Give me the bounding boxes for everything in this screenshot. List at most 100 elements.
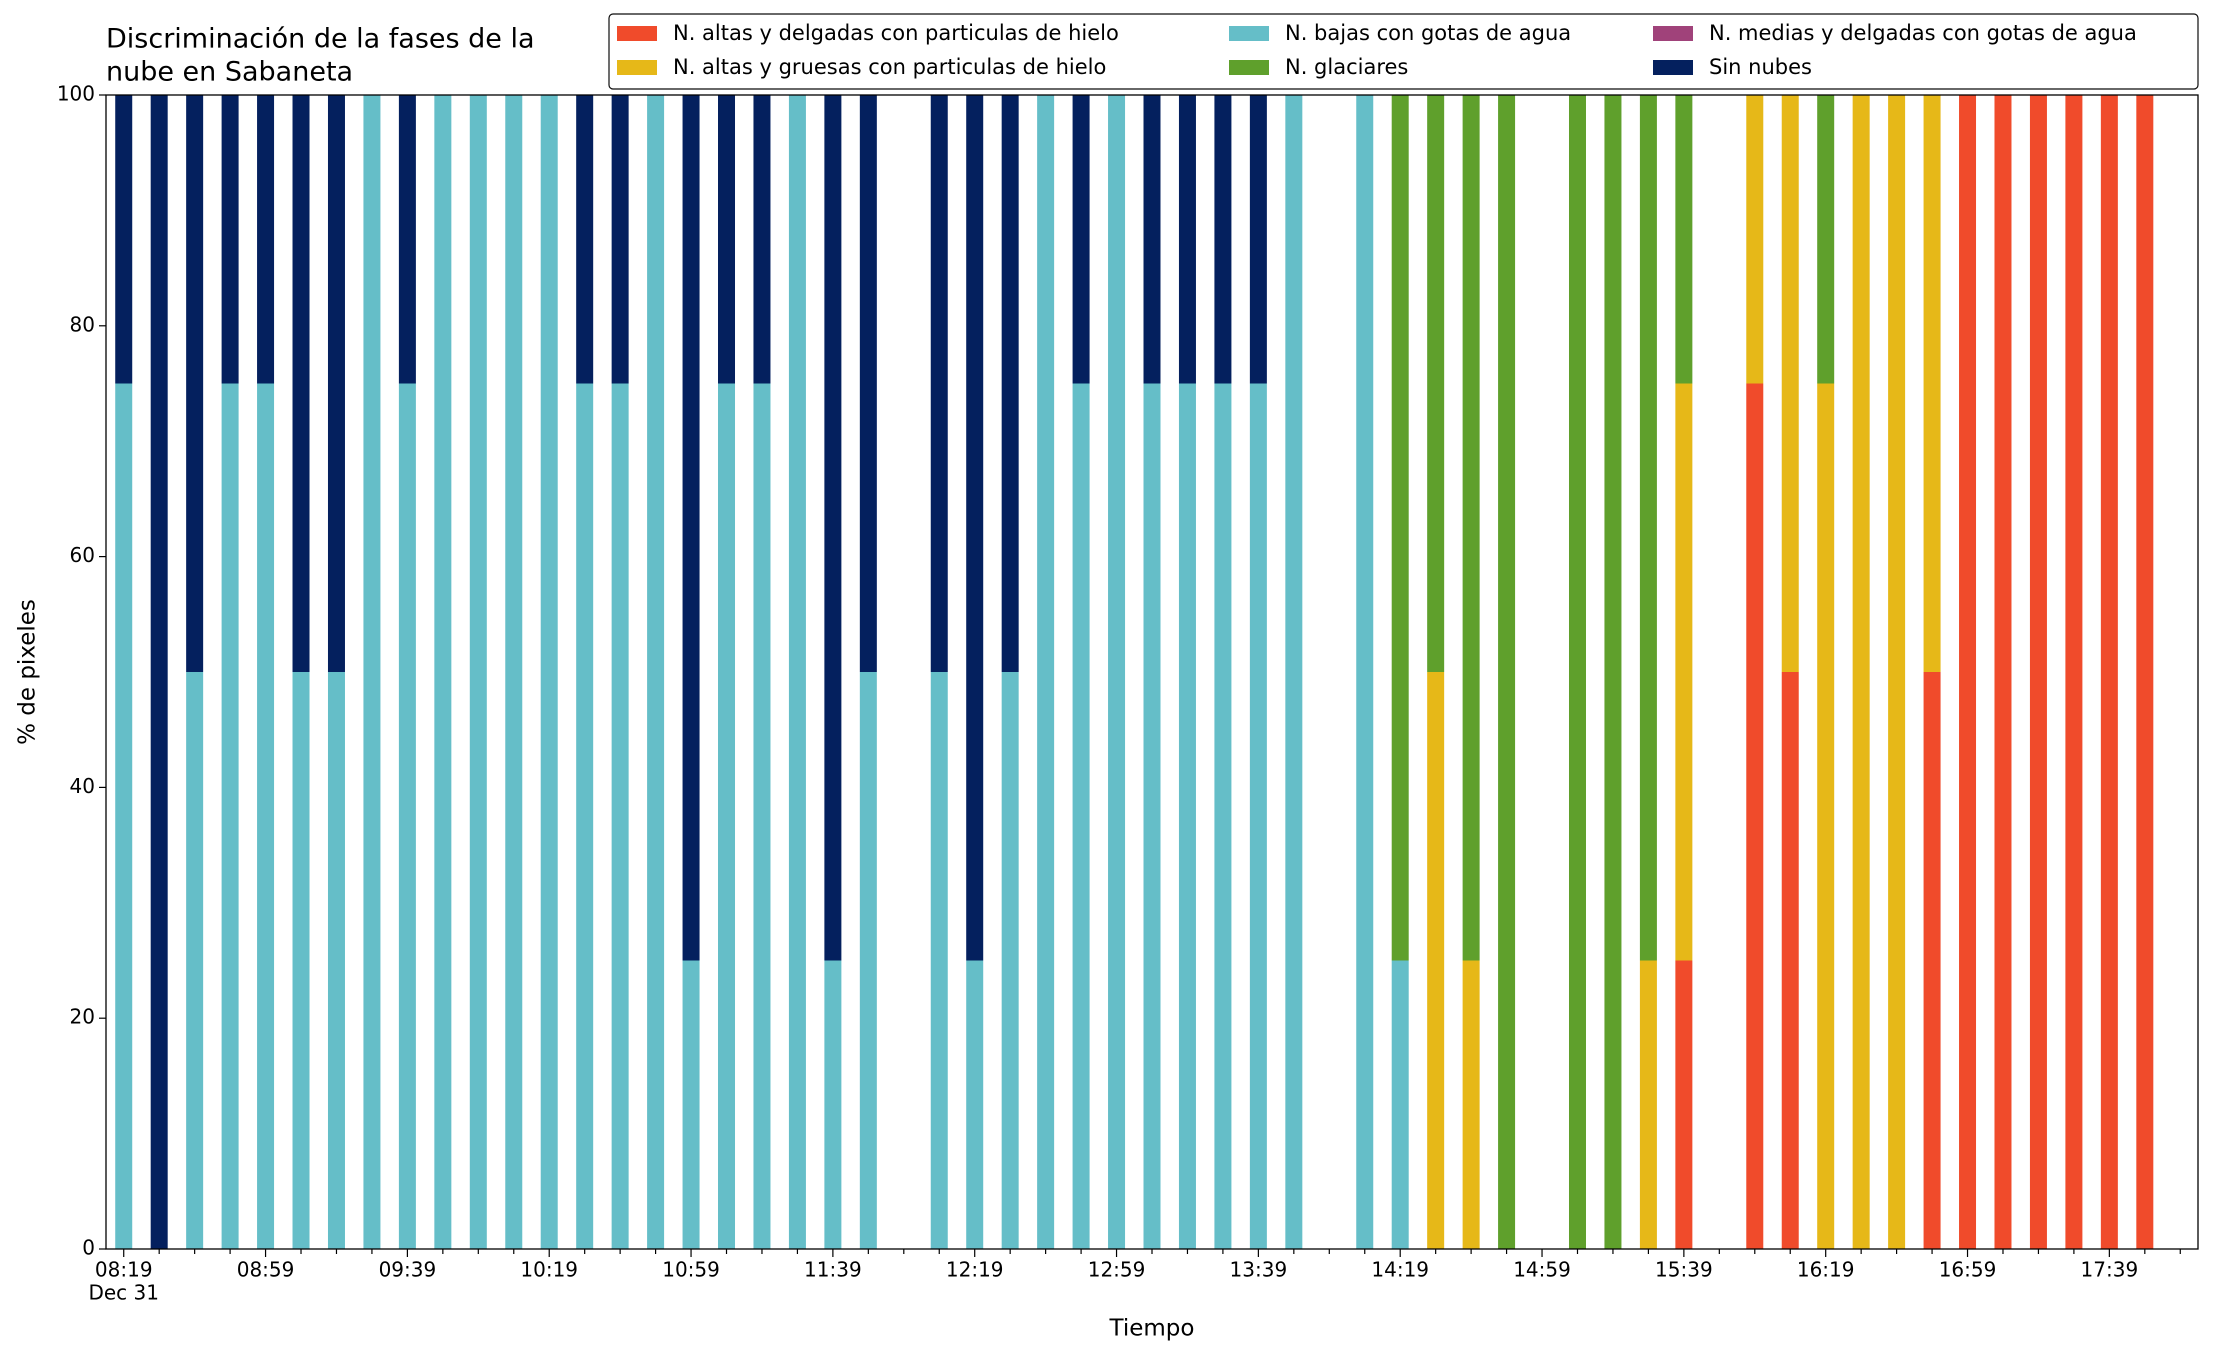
bar-segment: [115, 383, 133, 1249]
bar-segment: [1817, 95, 1835, 384]
bar-segment: [505, 95, 523, 1249]
bar-segment: [611, 383, 629, 1249]
bar-segment: [753, 383, 771, 1249]
bar-segment: [1675, 383, 1693, 961]
bar-segment: [576, 95, 594, 384]
x-tick-label: 11:39: [804, 1258, 862, 1282]
chart-title: nube en Sabaneta: [106, 57, 353, 88]
y-tick-label: 0: [82, 1236, 95, 1260]
bar-segment: [1498, 95, 1516, 1249]
bar-segment: [469, 95, 487, 1249]
bar-segment: [221, 95, 239, 384]
x-tick-label: 12:19: [946, 1258, 1004, 1282]
bar-segment: [1852, 95, 1870, 1249]
bar-segment: [753, 95, 771, 384]
bar-segment: [327, 95, 345, 672]
bar-segment: [1462, 960, 1480, 1249]
bar-segment: [1072, 383, 1090, 1249]
legend-box: [608, 13, 2199, 90]
bar-segment: [2029, 95, 2047, 1249]
plot-frame: [105, 94, 2199, 1250]
bar-segment: [788, 95, 806, 1249]
bar-segment: [398, 383, 416, 1249]
x-tick-label: 16:59: [1939, 1258, 1997, 1282]
bar-segment: [1888, 95, 1906, 1249]
bar-segment: [292, 672, 310, 1249]
bar-segment: [682, 95, 700, 961]
bar-segment: [257, 95, 275, 384]
bar-segment: [186, 672, 204, 1249]
bar-segment: [115, 95, 133, 384]
y-tick-label: 20: [70, 1005, 95, 1029]
bar-segment: [363, 95, 381, 1249]
bar-segment: [966, 95, 984, 961]
bar-segment: [859, 672, 877, 1249]
bar-segment: [1037, 95, 1055, 1249]
bar-segment: [1178, 95, 1196, 384]
bar-segment: [1391, 960, 1409, 1249]
bar-segment: [1214, 95, 1232, 384]
bar-segment: [824, 95, 842, 961]
bar-segment: [930, 95, 948, 672]
bar-segment: [1001, 95, 1019, 672]
x-tick-label: 13:39: [1230, 1258, 1288, 1282]
bar-segment: [186, 95, 204, 672]
bar-segment: [576, 383, 594, 1249]
bar-segment: [1994, 95, 2012, 1249]
bar-segment: [718, 95, 736, 384]
bar-segment: [1462, 95, 1480, 961]
y-tick-label: 40: [70, 774, 95, 798]
x-tick-label: 17:39: [2081, 1258, 2139, 1282]
bar-segment: [1249, 383, 1267, 1249]
bar-segment: [718, 383, 736, 1249]
bar-segment: [1143, 95, 1161, 384]
x-tick-label: 16:19: [1797, 1258, 1855, 1282]
bar-segment: [859, 95, 877, 672]
bar-segment: [1427, 95, 1445, 672]
bar-segment: [1285, 95, 1303, 1249]
x-axis-label: Tiempo: [1109, 1316, 1195, 1342]
legend-swatch: [1653, 26, 1693, 41]
bar-segment: [611, 95, 629, 384]
x-tick-label: 12:59: [1088, 1258, 1146, 1282]
bar-segment: [966, 960, 984, 1249]
legend-text: N. altas y gruesas con particulas de hie…: [673, 55, 1106, 79]
bar-segment: [1427, 672, 1445, 1249]
x-tick-label: 10:59: [662, 1258, 720, 1282]
bar-segment: [682, 960, 700, 1249]
legend-swatch: [1229, 60, 1269, 75]
bar-segment: [2065, 95, 2083, 1249]
bar-segment: [327, 672, 345, 1249]
x-tick-label: 15:39: [1655, 1258, 1713, 1282]
legend-swatch: [1653, 60, 1693, 75]
bar-segment: [1639, 960, 1657, 1249]
x-tick-label: 14:59: [1513, 1258, 1571, 1282]
y-tick-label: 80: [70, 312, 95, 336]
bar-segment: [1001, 672, 1019, 1249]
y-tick-label: 100: [57, 82, 95, 106]
legend-text: N. bajas con gotas de agua: [1285, 21, 1571, 45]
bar-segment: [1817, 383, 1835, 1249]
bar-segment: [540, 95, 558, 1249]
bar-segment: [1781, 95, 1799, 672]
x-tick-label: 08:59: [237, 1258, 295, 1282]
x-tick-label: 14:19: [1371, 1258, 1429, 1282]
bar-segment: [150, 95, 168, 1249]
bar-segment: [2136, 95, 2154, 1249]
bar-segment: [1249, 95, 1267, 384]
y-axis-label: % de pixeles: [15, 599, 41, 745]
legend-swatch: [617, 26, 657, 41]
x-tick-label: 08:19: [95, 1258, 153, 1282]
bar-segment: [1923, 672, 1941, 1249]
bar-segment: [1178, 383, 1196, 1249]
legend-text: N. medias y delgadas con gotas de agua: [1709, 21, 2137, 45]
bar-segment: [1604, 95, 1622, 1249]
bar-segment: [221, 383, 239, 1249]
bar-segment: [1675, 95, 1693, 384]
bar-segment: [1639, 95, 1657, 961]
bar-segment: [1781, 672, 1799, 1249]
bar-segment: [1959, 95, 1977, 1249]
legend-swatch: [1229, 26, 1269, 41]
legend-text: N. altas y delgadas con particulas de hi…: [673, 21, 1119, 45]
